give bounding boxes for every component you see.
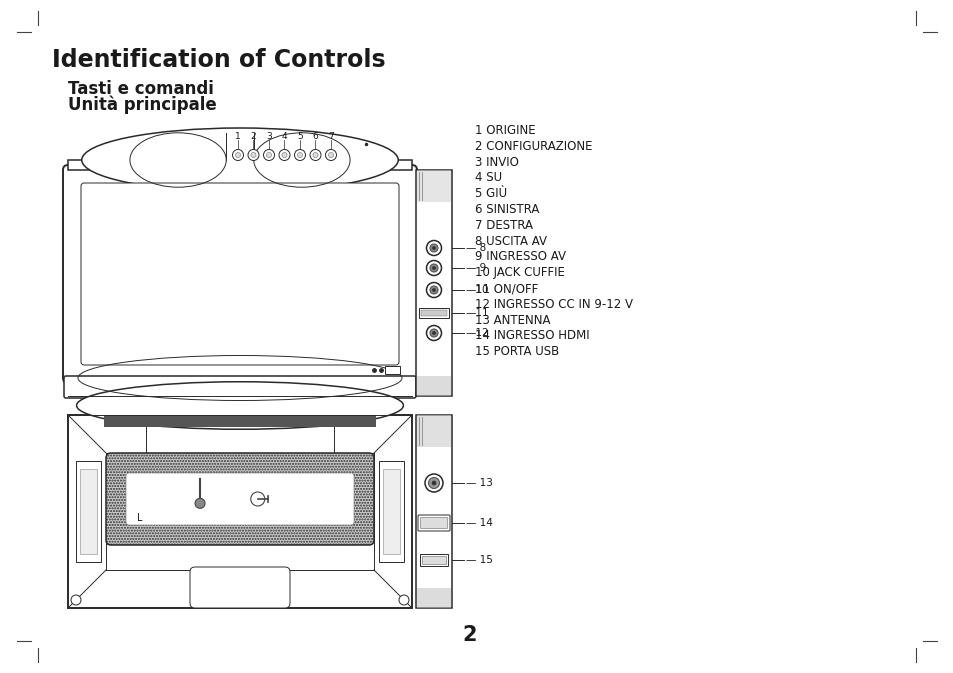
Text: 11 ON/OFF: 11 ON/OFF [475, 282, 537, 295]
Text: 10 JACK CUFFIE: 10 JACK CUFFIE [475, 267, 564, 279]
Text: 7 DESTRA: 7 DESTRA [475, 219, 533, 232]
Text: 4: 4 [281, 132, 287, 141]
Text: 14 INGRESSO HDMI: 14 INGRESSO HDMI [475, 329, 589, 343]
Circle shape [426, 283, 441, 297]
Text: 8 USCITA AV: 8 USCITA AV [475, 235, 546, 248]
Text: 5 GIÙ: 5 GIÙ [475, 187, 507, 200]
Bar [68, 160, 412, 170]
Ellipse shape [82, 128, 397, 192]
Text: —12: —12 [465, 328, 489, 338]
Text: 3 INVIO: 3 INVIO [475, 155, 518, 169]
Text: Tasti e comandi: Tasti e comandi [68, 80, 213, 98]
Circle shape [430, 286, 437, 294]
Circle shape [432, 332, 435, 334]
Circle shape [313, 153, 317, 157]
Circle shape [248, 149, 258, 160]
Text: 3: 3 [266, 132, 272, 141]
Text: 12 INGRESSO CC IN 9-12 V: 12 INGRESSO CC IN 9-12 V [475, 297, 633, 311]
Circle shape [278, 149, 290, 160]
Circle shape [325, 149, 336, 160]
FancyBboxPatch shape [126, 473, 354, 525]
Bar [385, 366, 399, 374]
Circle shape [282, 153, 287, 157]
FancyBboxPatch shape [106, 453, 374, 545]
Bar [416, 588, 451, 608]
FancyBboxPatch shape [63, 165, 416, 383]
Bar [421, 556, 446, 564]
Bar [416, 415, 451, 447]
Bar [420, 310, 447, 316]
Circle shape [233, 149, 243, 160]
Text: 4 SU: 4 SU [475, 172, 501, 184]
Circle shape [430, 264, 437, 272]
Circle shape [430, 329, 437, 337]
Circle shape [424, 474, 442, 492]
Text: 9 INGRESSO AV: 9 INGRESSO AV [475, 250, 565, 263]
FancyBboxPatch shape [64, 376, 416, 398]
Bar [416, 415, 452, 608]
Bar [416, 170, 452, 396]
Circle shape [428, 478, 439, 489]
Circle shape [71, 595, 81, 605]
Circle shape [297, 153, 302, 157]
Text: —10: —10 [465, 285, 489, 295]
Text: 6: 6 [313, 132, 318, 141]
Text: L: L [137, 513, 142, 523]
Circle shape [235, 153, 240, 157]
Text: —11: —11 [465, 308, 489, 318]
Text: Unità principale: Unità principale [68, 96, 216, 114]
Circle shape [251, 153, 255, 157]
Circle shape [263, 149, 274, 160]
Circle shape [426, 240, 441, 256]
Circle shape [194, 498, 205, 508]
Circle shape [430, 244, 437, 252]
Circle shape [310, 149, 320, 160]
Circle shape [294, 149, 305, 160]
Circle shape [328, 153, 334, 157]
Bar [76, 461, 101, 562]
Bar [378, 461, 403, 562]
Bar [418, 308, 449, 318]
Text: 15 PORTA USB: 15 PORTA USB [475, 345, 558, 358]
Text: Identification of Controls: Identification of Controls [52, 48, 385, 72]
Circle shape [432, 481, 436, 485]
FancyBboxPatch shape [417, 515, 450, 531]
Text: 13 ANTENNA: 13 ANTENNA [475, 314, 550, 326]
Circle shape [266, 153, 272, 157]
Text: 7: 7 [328, 132, 334, 141]
Circle shape [398, 595, 409, 605]
Bar [68, 415, 412, 608]
Text: 2 CONFIGURAZIONE: 2 CONFIGURAZIONE [475, 140, 592, 153]
Ellipse shape [76, 382, 403, 429]
Bar [104, 415, 375, 427]
Bar [416, 376, 451, 396]
Text: — 9: — 9 [465, 263, 486, 273]
Text: 1 ORIGINE: 1 ORIGINE [475, 124, 535, 137]
Circle shape [426, 326, 441, 341]
Text: — 14: — 14 [465, 518, 493, 528]
Circle shape [426, 260, 441, 275]
Bar [382, 469, 399, 554]
Bar [416, 170, 451, 202]
Text: — 8: — 8 [465, 243, 486, 253]
Text: 5: 5 [296, 132, 302, 141]
FancyBboxPatch shape [420, 518, 447, 528]
Text: 2: 2 [251, 132, 256, 141]
Text: 1: 1 [234, 132, 240, 141]
Text: 2: 2 [462, 625, 476, 645]
Circle shape [432, 267, 435, 269]
Bar [419, 554, 448, 566]
FancyBboxPatch shape [190, 567, 290, 608]
Text: 6 SINISTRA: 6 SINISTRA [475, 203, 538, 216]
Bar [80, 469, 97, 554]
FancyBboxPatch shape [81, 183, 398, 365]
Text: — 15: — 15 [465, 555, 493, 565]
Circle shape [432, 289, 435, 291]
Text: — 13: — 13 [465, 478, 493, 488]
Circle shape [432, 246, 435, 250]
